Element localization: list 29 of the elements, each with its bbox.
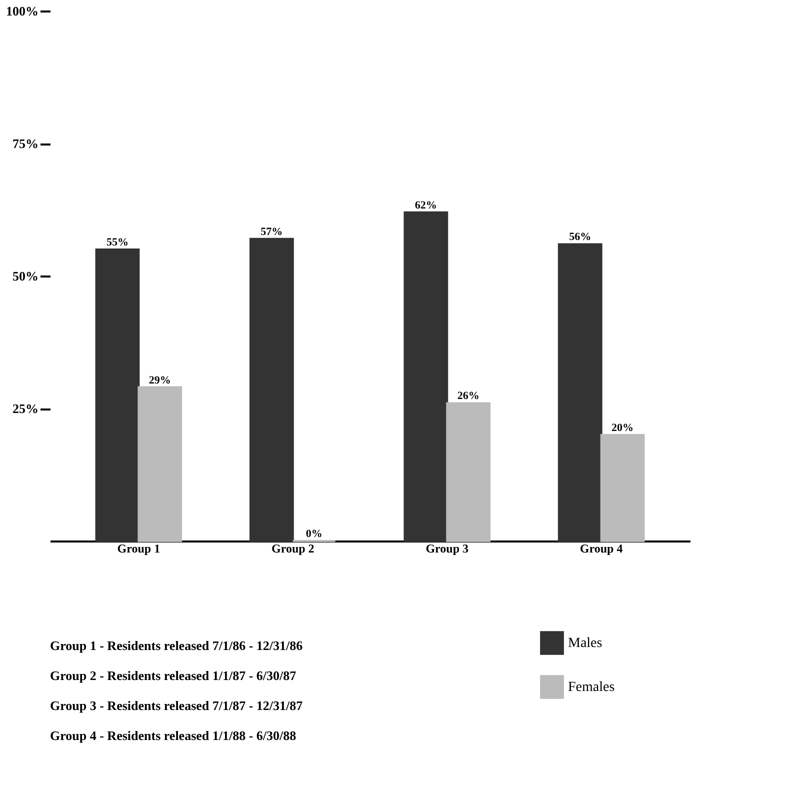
y-tick-label: 25% <box>12 401 38 416</box>
bar <box>95 248 140 542</box>
bar <box>249 238 294 542</box>
data-label: 26% <box>457 390 480 402</box>
x-tick-label: Group 2 <box>271 542 314 556</box>
data-label: 55% <box>106 236 128 248</box>
data-label: 56% <box>569 231 592 244</box>
y-tick-label: 50% <box>12 268 38 284</box>
data-label: 20% <box>612 422 634 434</box>
y-tick-label: 100% <box>6 4 38 18</box>
data-label: 57% <box>260 226 283 238</box>
text: Group 3 - Residents released 7/1/87 - 12/31/87 <box>50 698 304 713</box>
data-label: 0% <box>306 528 322 540</box>
bar <box>138 386 182 542</box>
x-tick-label: Group 4 <box>580 542 623 556</box>
text: Group 2 - Residents released 1/1/87 - 6/30/87 <box>50 668 297 683</box>
data-label: 62% <box>414 199 437 212</box>
bar <box>404 211 448 542</box>
legend-label: Females <box>568 680 615 695</box>
bar <box>558 243 602 542</box>
text: Group 1 - Residents released 7/1/86 - 12/31/86 <box>50 638 304 653</box>
bar <box>446 402 491 542</box>
bar <box>600 434 645 542</box>
legend-label: Males <box>568 636 602 651</box>
data-label: 29% <box>148 374 171 386</box>
y-tick-label: 75% <box>12 136 38 151</box>
x-tick-label: Group 1 <box>117 542 160 556</box>
text: Group 4 - Residents released 1/1/88 - 6/30/88 <box>50 728 297 743</box>
x-tick-label: Group 3 <box>426 542 469 556</box>
